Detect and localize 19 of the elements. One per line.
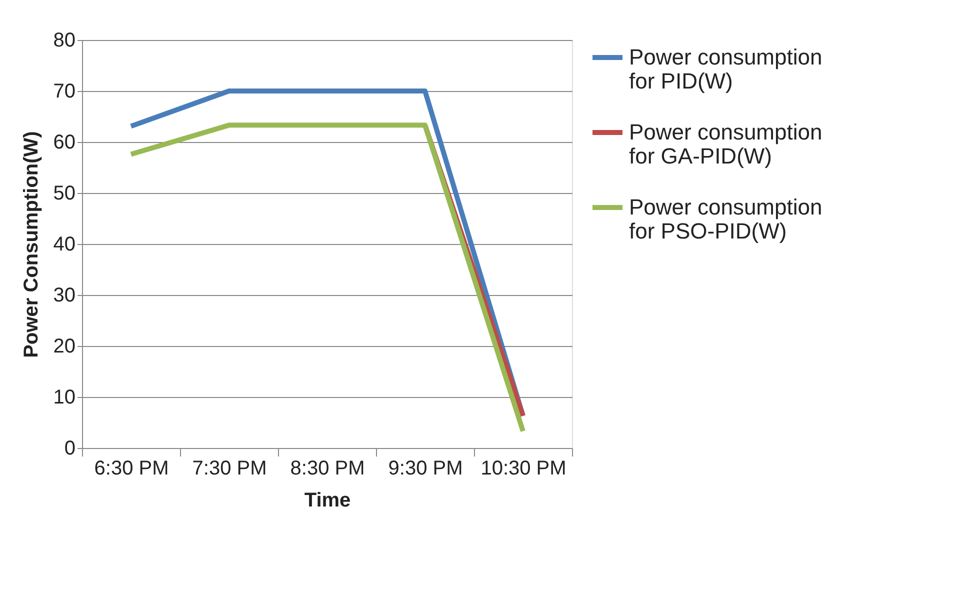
x-tick-label: 10:30 PM	[480, 458, 566, 480]
y-tick-label: 60	[53, 132, 76, 154]
y-tick-label: 50	[53, 182, 76, 204]
x-tick-label: 9:30 PM	[388, 458, 463, 480]
y-tick-label: 30	[53, 284, 76, 306]
x-axis-title: Time	[304, 490, 351, 512]
y-tick-label: 40	[53, 234, 76, 256]
y-tick-label: 70	[53, 80, 76, 102]
legend-label: Power consumption for PID(W)	[629, 44, 822, 94]
y-tick-label: 20	[53, 336, 76, 358]
x-tick-label: 7:30 PM	[192, 458, 267, 480]
y-tick-label: 10	[53, 386, 76, 408]
y-tick-label: 0	[64, 438, 76, 460]
y-axis-title: Power Consumption(W)	[20, 131, 42, 358]
x-tick-label: 8:30 PM	[290, 458, 365, 480]
x-tick-label: 6:30 PM	[94, 458, 169, 480]
legend-label: Power consumption for PSO-PID(W)	[629, 194, 822, 244]
y-tick-label: 80	[53, 30, 76, 52]
legend-label: Power consumption for GA-PID(W)	[629, 120, 822, 168]
